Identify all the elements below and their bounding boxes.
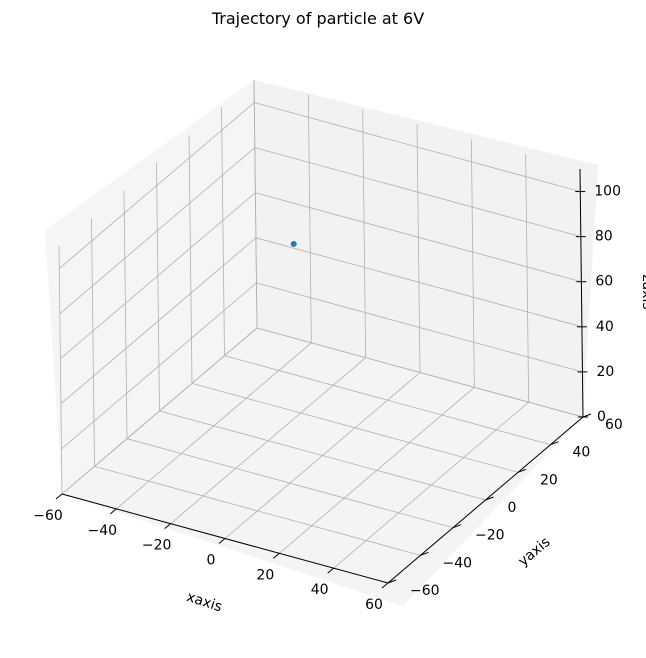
y-tick — [387, 579, 397, 584]
gridline — [221, 107, 225, 356]
gridline — [307, 94, 312, 343]
z-axis-label: zaxis — [639, 274, 646, 309]
y-tick-label: 60 — [605, 417, 623, 433]
gridlines — [58, 79, 584, 584]
gridline — [470, 139, 475, 388]
z-axis-line — [579, 168, 584, 418]
gridline — [253, 79, 258, 329]
gridline — [255, 192, 582, 283]
gridline — [254, 147, 581, 238]
y-tick-label: 20 — [540, 472, 558, 488]
gridline — [525, 154, 530, 403]
x-tick — [55, 493, 63, 500]
z-axis-ticks: 0 20 40 60 80 100 — [575, 184, 621, 425]
chart-title: Trajectory of particle at 6V — [211, 9, 424, 28]
y-tick — [550, 441, 559, 446]
x-tick — [164, 523, 171, 530]
x-tick — [218, 538, 226, 544]
y-tick — [420, 551, 429, 556]
gridline — [58, 245, 63, 495]
z-tick-label: 60 — [595, 274, 613, 290]
x-tick-label: 60 — [365, 597, 383, 613]
gridline — [91, 218, 95, 467]
gridline — [94, 465, 421, 556]
gridline — [159, 410, 486, 501]
y-tick-label: −40 — [443, 555, 473, 571]
gridline — [59, 147, 256, 314]
z-tick-label: 0 — [597, 409, 606, 425]
gridline — [254, 102, 581, 192]
x-axis-ticks: −60 −40 −20 0 20 40 60 — [33, 493, 389, 613]
y-tick-label: 40 — [573, 445, 591, 461]
y-tick — [485, 496, 494, 501]
x-tick-label: 40 — [311, 582, 329, 598]
data-point — [290, 240, 297, 247]
x-tick — [273, 552, 280, 559]
z-tick-label: 80 — [595, 229, 613, 245]
gridline — [123, 190, 128, 439]
gridline — [59, 102, 255, 269]
y-tick-label: −20 — [475, 528, 505, 544]
x-tick-label: 20 — [256, 567, 274, 583]
x-tick — [110, 508, 117, 515]
data-points — [290, 240, 297, 247]
back-pane-xz — [254, 80, 598, 417]
y-tick — [517, 468, 527, 473]
gridline — [191, 382, 519, 473]
gridline — [61, 327, 258, 495]
gridline — [224, 355, 551, 446]
floor-pane — [62, 328, 583, 606]
gridline — [416, 124, 421, 373]
z-tick-label: 40 — [596, 319, 614, 335]
gridline — [126, 438, 454, 529]
y-tick-label: −60 — [410, 583, 440, 599]
z-tick-label: 100 — [594, 184, 621, 200]
y-axis-label: yaxis — [515, 534, 553, 570]
x-tick-label: −60 — [33, 508, 63, 524]
x-tick-label: −40 — [88, 523, 118, 539]
gridline — [61, 282, 257, 450]
x-axis-label: xaxis — [184, 589, 224, 615]
y-tick — [452, 524, 462, 529]
gridline — [256, 327, 584, 418]
x-tick — [327, 567, 334, 574]
gridline — [60, 192, 256, 360]
y-tick-label: 0 — [508, 500, 517, 516]
gridline — [362, 109, 367, 358]
x-tick-label: −20 — [142, 538, 172, 554]
gridline — [256, 282, 583, 373]
x-tick-label: 0 — [207, 553, 216, 569]
x-tick — [381, 582, 389, 589]
gridline — [188, 135, 193, 384]
gridline — [156, 162, 160, 412]
z-tick-label: 20 — [596, 364, 614, 380]
gridline — [255, 237, 583, 328]
back-pane-yz — [45, 80, 257, 494]
y-axis-ticks: −60−40−200 20 40 60 — [387, 413, 623, 599]
gridline — [60, 237, 257, 405]
